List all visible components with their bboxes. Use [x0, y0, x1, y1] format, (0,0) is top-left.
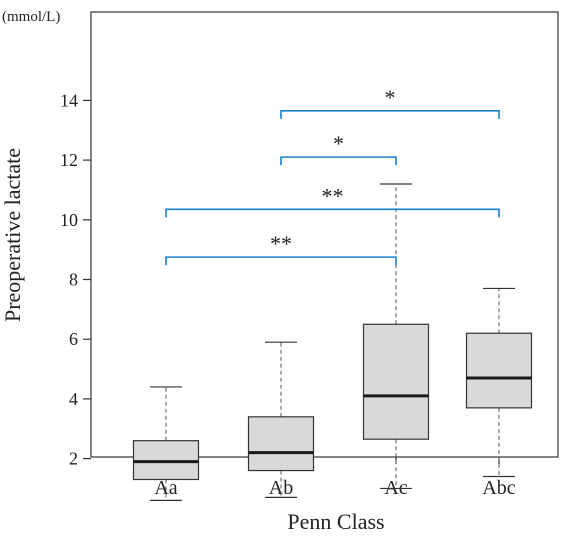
bracket-line [280, 156, 397, 166]
x-category-label: Abc [482, 477, 515, 499]
box-aa [132, 386, 200, 501]
y-tick-label: 6 [69, 329, 78, 349]
y-axis-title: Preoperative lactate [0, 148, 25, 322]
y-tick-label: 8 [69, 270, 78, 290]
y-axis: 2 4 6 8 10 12 14 [60, 90, 91, 469]
significance-bracket: ** [165, 183, 500, 218]
significance-label: ** [322, 183, 344, 208]
significance-bracket: ** [165, 231, 397, 266]
y-tick-label: 12 [60, 150, 78, 170]
plot-frame [90, 11, 559, 458]
box-iqr [465, 332, 533, 409]
box-iqr [247, 416, 315, 472]
bracket-line [165, 208, 500, 218]
significance-bracket: * [280, 85, 500, 119]
box-iqr [362, 323, 430, 440]
box-abc [465, 287, 533, 478]
y-tick-label: 4 [69, 389, 78, 409]
significance-label: ** [270, 231, 292, 256]
significance-brackets: ****** [165, 85, 500, 266]
significance-bracket: * [280, 131, 397, 166]
y-tick-label: 10 [60, 210, 78, 230]
y-tick-label: 14 [60, 90, 78, 110]
bracket-line [280, 110, 500, 119]
x-axis: Aa Ab Ac Abc [154, 457, 516, 499]
significance-label: * [385, 85, 396, 110]
y-tick-label: 2 [69, 449, 78, 469]
significance-label: * [333, 131, 344, 156]
boxes [132, 183, 533, 501]
box-ab [247, 341, 315, 499]
bracket-line [165, 256, 397, 266]
box-ac [362, 183, 430, 490]
x-axis-title: Penn Class [287, 509, 384, 534]
y-unit-label: (mmol/L) [2, 9, 60, 25]
